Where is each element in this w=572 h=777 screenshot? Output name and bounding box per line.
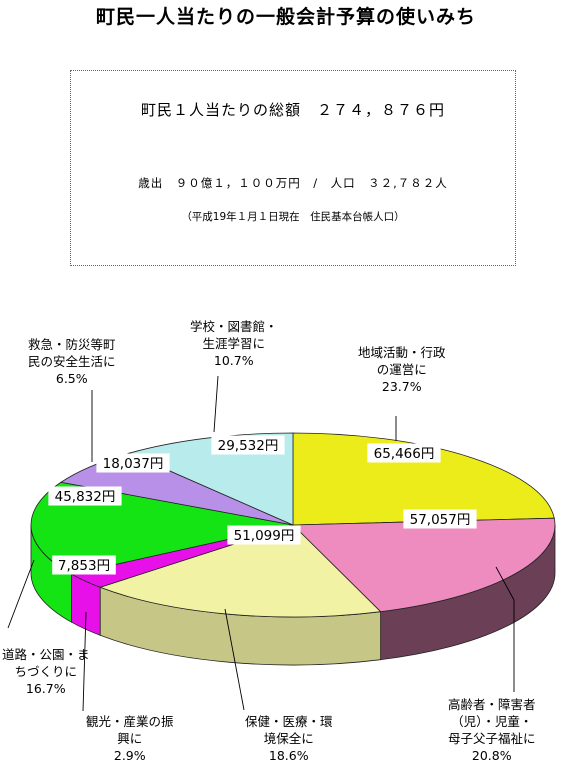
value-label-tourism: 7,853円 <box>58 558 110 574</box>
category-name-health: 保健・医療・環 境保全に <box>245 714 333 746</box>
pie-slice-elderly <box>292 517 556 613</box>
category-label-school: 学校・図書館・ 生涯学習に 10.7% <box>190 318 278 369</box>
value-label-bg-health <box>227 525 301 545</box>
category-percent-safety: 6.5% <box>55 371 88 386</box>
expenditure-population: 歳出 ９０億１，１００万円 / 人口 ３２,７８２人 <box>138 176 448 190</box>
category-percent-community: 23.7% <box>381 379 422 394</box>
pie-top <box>30 432 556 618</box>
value-label-bg-roads <box>48 486 122 506</box>
category-percent-tourism: 2.9% <box>113 748 146 763</box>
category-name-roads: 道路・公園・ま ちづくりに <box>2 647 90 679</box>
category-label-elderly: 高齢者・障害者 （児）・児童・ 母子父子福祉に 20.8% <box>448 696 536 764</box>
category-name-tourism: 観光・産業の振 興に <box>86 714 174 746</box>
category-label-roads: 道路・公園・ま ちづくりに 16.7% <box>2 646 90 697</box>
page-title: 町民一人当たりの一般会計予算の使いみち <box>95 6 476 28</box>
leader-line-elderly <box>495 566 515 692</box>
value-labels: 65,466円 57,057円 51,099円 7,853円 45,832円 18,037… <box>48 435 477 575</box>
category-name-community: 地域活動・行政 の運営に <box>358 345 446 377</box>
category-name-school: 学校・図書館・ 生涯学習に <box>190 319 278 351</box>
leader-lines <box>7 375 515 712</box>
value-label-health: 51,099円 <box>234 528 295 544</box>
value-label-bg-elderly <box>403 509 477 529</box>
category-label-safety: 救急・防災等町 民の安全生活に 6.5% <box>28 336 116 387</box>
category-name-safety: 救急・防災等町 民の安全生活に <box>28 337 116 369</box>
category-label-community: 地域活動・行政 の運営に 23.7% <box>358 344 446 395</box>
summary-box: 町民１人当たりの総額 ２７４，８７６円 歳出 ９０億１，１００万円 / 人口 ３… <box>70 70 516 266</box>
category-percent-elderly: 20.8% <box>471 748 512 763</box>
category-name-elderly: 高齢者・障害者 （児）・児童・ 母子父子福祉に <box>448 697 536 746</box>
category-percent-health: 18.6% <box>268 748 309 763</box>
total-per-person: 町民１人当たりの総額 ２７４，８７６円 <box>140 101 445 119</box>
value-label-elderly: 57,057円 <box>410 512 471 528</box>
pie-slice-health <box>98 524 382 618</box>
value-label-bg-tourism <box>52 555 116 575</box>
value-label-roads: 45,832円 <box>55 489 116 505</box>
category-percent-school: 10.7% <box>213 353 254 368</box>
value-label-bg-community <box>367 443 441 463</box>
leader-line-roads <box>7 559 35 629</box>
category-percent-roads: 16.7% <box>25 681 66 696</box>
category-label-tourism: 観光・産業の振 興に 2.9% <box>86 713 174 764</box>
pie-slice-school <box>128 432 294 526</box>
value-label-community: 65,466円 <box>374 446 435 462</box>
category-label-health: 保健・医療・環 境保全に 18.6% <box>245 713 333 764</box>
population-basis-note: （平成19年１月１日現在 住民基本台帳人口） <box>181 211 405 223</box>
leader-line-health <box>224 608 245 711</box>
value-label-bg-safety <box>96 453 170 473</box>
value-label-safety: 18,037円 <box>103 456 164 472</box>
pie-slice-community <box>292 432 555 526</box>
leader-line-school <box>213 375 219 433</box>
value-label-bg-school <box>211 435 285 455</box>
value-label-school: 29,532円 <box>218 438 279 454</box>
leader-line-tourism <box>82 611 87 712</box>
